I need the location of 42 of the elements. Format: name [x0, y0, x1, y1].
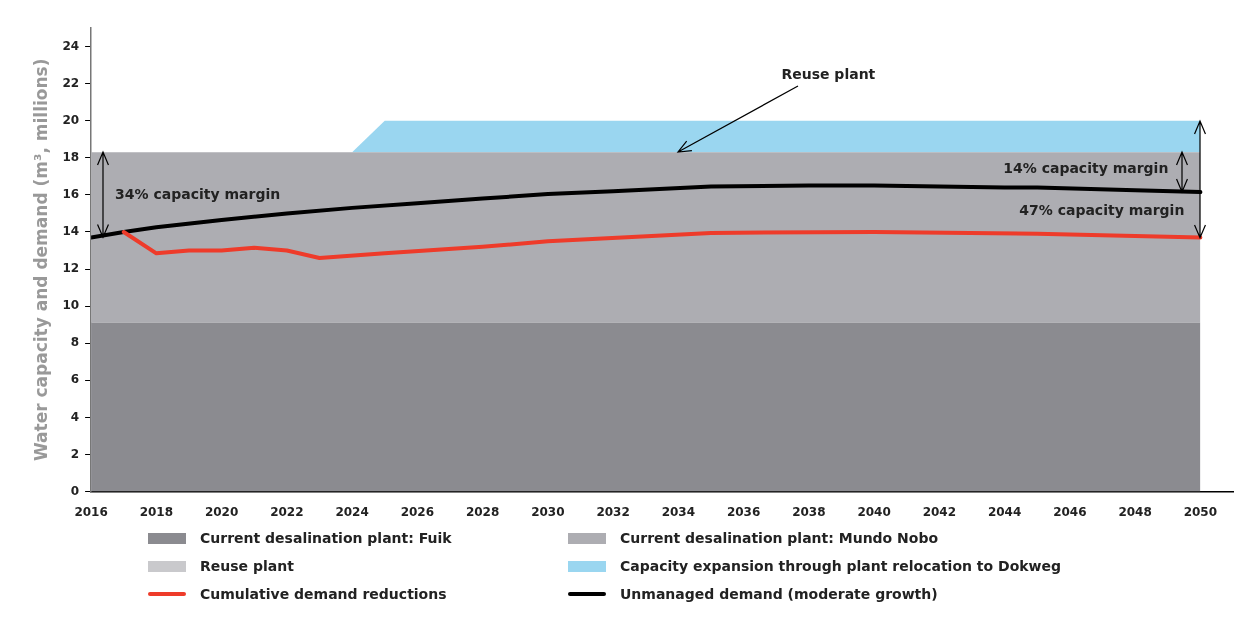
legend-label: Unmanaged demand (moderate growth) — [620, 586, 938, 602]
x-tick-label: 2038 — [792, 504, 826, 519]
y-tick-label: 20 — [62, 112, 80, 127]
x-tick-label: 2048 — [1118, 504, 1152, 519]
x-tick-label: 2020 — [204, 504, 239, 519]
y-tick-label: 6 — [70, 372, 80, 387]
y-tick-label: 0 — [70, 483, 80, 498]
y-tick-label: 2 — [70, 446, 80, 461]
y-axis-title: Water capacity and demand (m³, millions) — [30, 58, 51, 462]
y-tick-label: 12 — [62, 261, 80, 276]
x-tick-label: 2024 — [335, 504, 369, 519]
y-tick-label: 16 — [62, 187, 80, 202]
x-tick-label: 2046 — [1053, 504, 1087, 519]
x-tick-label: 2036 — [726, 504, 761, 519]
y-tick-label: 4 — [70, 409, 80, 424]
annotation: Reuse plant — [781, 65, 876, 82]
x-tick-label: 2018 — [139, 504, 174, 519]
legend-label: Reuse plant — [200, 558, 294, 574]
legend-label: Cumulative demand reductions — [200, 586, 447, 602]
x-tick-label: 2034 — [661, 504, 696, 519]
x-tick-label: 2032 — [596, 504, 630, 519]
y-tick-label: 10 — [62, 298, 80, 313]
y-tick-label: 22 — [62, 75, 80, 90]
x-tick-label: 2030 — [531, 504, 565, 519]
x-tick-label: 2044 — [987, 504, 1022, 519]
annotation: 14% capacity margin — [1003, 159, 1169, 176]
x-tick-label: 2016 — [74, 504, 108, 519]
annotation: 47% capacity margin — [1019, 202, 1185, 219]
y-tick-label: 18 — [62, 149, 80, 164]
x-tick-label: 2028 — [465, 504, 500, 519]
legend-label: Current desalination plant: Fuik — [200, 530, 452, 546]
y-tick-label: 14 — [62, 224, 80, 239]
legend-label: Capacity expansion through plant relocation to Dokweg — [620, 558, 1062, 574]
x-tick-label: 2040 — [857, 504, 891, 519]
x-tick-label: 2026 — [400, 504, 435, 519]
x-tick-label: 2050 — [1183, 504, 1218, 519]
y-tick-label: 24 — [62, 38, 80, 53]
annotation: 34% capacity margin — [115, 185, 281, 202]
y-tick-label: 8 — [70, 335, 80, 350]
x-tick-label: 2022 — [270, 504, 304, 519]
legend-label: Current desalination plant: Mundo Nobo — [620, 530, 939, 546]
x-tick-label: 2042 — [922, 504, 957, 519]
